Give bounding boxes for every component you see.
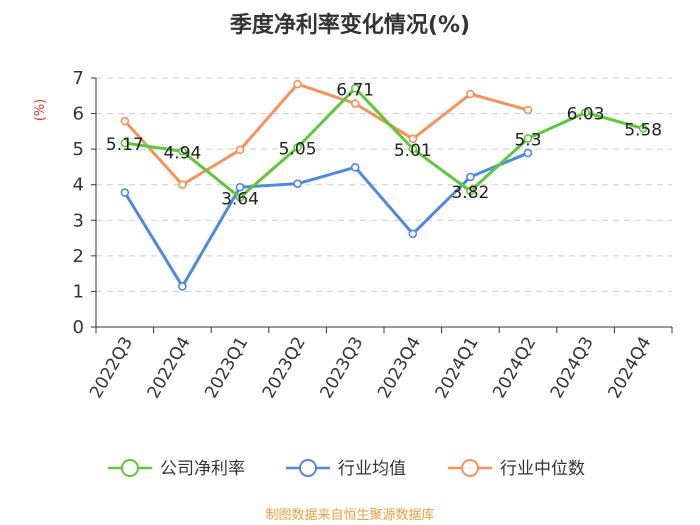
- data-point[interactable]: [408, 134, 418, 144]
- series-lines: [120, 79, 648, 291]
- x-tick-label: 2024Q2: [489, 334, 540, 402]
- x-tick-label: 2022Q4: [144, 334, 195, 402]
- x-tick-label: 2024Q1: [432, 334, 483, 402]
- y-tick-label: 4: [73, 175, 84, 196]
- data-point[interactable]: [293, 179, 302, 188]
- legend-label: 行业中位数: [500, 459, 585, 479]
- y-axis-unit-label: (%): [33, 99, 48, 122]
- data-label: 5.3: [514, 130, 541, 150]
- y-tick-label: 5: [73, 139, 84, 160]
- data-point[interactable]: [466, 89, 475, 99]
- data-point[interactable]: [235, 145, 245, 155]
- data-point[interactable]: [350, 99, 360, 108]
- data-point[interactable]: [408, 144, 418, 154]
- data-point[interactable]: [178, 180, 187, 190]
- y-tick-label: 6: [73, 104, 84, 125]
- data-label: 6.71: [336, 80, 374, 100]
- data-label: 5.01: [394, 141, 432, 161]
- series-line: [124, 86, 644, 200]
- legend-marker-icon: [121, 459, 139, 477]
- data-point[interactable]: [523, 134, 533, 143]
- data-label: 3.82: [451, 183, 489, 203]
- series-1: [120, 148, 533, 291]
- y-tick-label: 3: [73, 210, 84, 231]
- data-point[interactable]: [581, 108, 590, 117]
- data-point[interactable]: [293, 143, 302, 152]
- data-label: 3.64: [221, 190, 259, 210]
- data-point[interactable]: [178, 282, 187, 291]
- legend-label: 行业均值: [338, 459, 406, 479]
- legend[interactable]: 公司净利率 行业均值 行业中位数: [108, 459, 585, 479]
- data-point[interactable]: [235, 193, 245, 202]
- y-tick-label: 2: [73, 246, 84, 267]
- data-point[interactable]: [638, 124, 648, 133]
- data-point[interactable]: [523, 148, 533, 158]
- data-point[interactable]: [178, 146, 187, 156]
- data-point[interactable]: [293, 79, 302, 89]
- data-label: 5.17: [106, 135, 144, 155]
- x-tick-label: 2023Q1: [201, 334, 252, 402]
- data-point[interactable]: [408, 229, 418, 239]
- legend-marker-icon: [461, 459, 479, 477]
- data-point[interactable]: [120, 188, 130, 197]
- data-point[interactable]: [350, 162, 360, 172]
- y-tick-label: 7: [73, 68, 84, 89]
- data-point[interactable]: [120, 138, 130, 148]
- data-label: 6.03: [567, 105, 605, 125]
- legend-item[interactable]: 行业中位数: [448, 459, 585, 479]
- series-line: [123, 82, 529, 187]
- y-tick-label: 0: [73, 317, 84, 338]
- data-point[interactable]: [466, 172, 475, 182]
- data-point[interactable]: [235, 182, 245, 192]
- data-point[interactable]: [350, 84, 360, 93]
- data-point[interactable]: [523, 105, 533, 115]
- x-tick-label: 2023Q2: [259, 334, 310, 402]
- data-label: 4.94: [163, 143, 201, 163]
- x-tick-label: 2023Q3: [316, 334, 367, 402]
- source-note: 制图数据来自恒生聚源数据库: [265, 507, 434, 523]
- data-point[interactable]: [120, 116, 130, 126]
- data-label: 5.05: [279, 139, 317, 159]
- x-tick-label: 2023Q4: [374, 334, 425, 402]
- data-label: 5.58: [624, 121, 662, 141]
- chart-title: 季度净利率变化情况(%): [230, 12, 470, 38]
- data-point[interactable]: [466, 186, 475, 196]
- x-tick-label: 2022Q3: [86, 334, 137, 402]
- legend-item[interactable]: 行业均值: [286, 459, 406, 479]
- series-0: [120, 84, 648, 202]
- legend-item[interactable]: 公司净利率: [108, 459, 245, 479]
- x-tick-label: 2024Q3: [547, 334, 598, 402]
- data-labels: 5.17 4.94 3.64 5.05 6.71 5.01 3.82 5.3 6.03 5.58: [106, 80, 662, 209]
- grid-lines: [96, 77, 672, 292]
- series-line: [123, 151, 529, 288]
- series-2: [120, 79, 533, 190]
- legend-marker-icon: [299, 459, 317, 477]
- legend-label: 公司净利率: [160, 459, 245, 479]
- y-tick-label: 1: [73, 281, 84, 302]
- x-tick-label: 2024Q4: [604, 334, 655, 402]
